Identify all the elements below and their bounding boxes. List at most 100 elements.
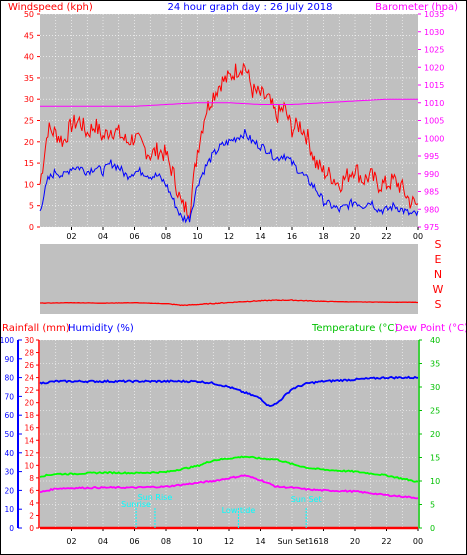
humidity-tick-label: 24: [24, 374, 34, 383]
x-tick-label: 04: [98, 537, 108, 546]
barometer-tick-label: 1005: [424, 117, 444, 126]
humidity-tick-label: 18: [24, 411, 34, 420]
windspeed-tick-label: 35: [24, 74, 34, 83]
compass-label: S: [435, 298, 442, 311]
humidity-tick-label: 12: [24, 449, 34, 458]
x-tick-label: 16: [287, 232, 297, 241]
rainfall-tick-label: 80: [4, 374, 14, 383]
rainfall-tick-label: 90: [4, 355, 14, 364]
humidity-tick-label: 2: [29, 511, 34, 520]
series-line-temperature: [39, 455, 419, 483]
rainfall-axis-label: Rainfall (mm): [2, 323, 70, 334]
windspeed-y-ticks: 0 5 10 15 20 25 30 35 40 45 50: [24, 10, 40, 232]
barometer-tick-label: 1035: [424, 10, 444, 19]
barometer-tick-label: 985: [424, 188, 439, 197]
rainfall-y-ticks: 0 10 20 30 40 50 60 70 80 90 100: [0, 336, 22, 533]
humidity-tick-label: 26: [24, 361, 34, 370]
barometer-y-ticks: 975 980 985 990 995 1000 1005 1010 1015 1020 1025 1…: [418, 10, 444, 232]
event-marker-label: Sun Rise: [138, 493, 173, 502]
barometer-tick-label: 980: [424, 205, 439, 214]
dewpoint-axis-label: Dew Point (°C): [395, 323, 467, 334]
x-tick-label: 08: [161, 537, 171, 546]
barometer-axis-label: Barometer (hpa): [375, 2, 458, 13]
rainfall-tick-label: 10: [4, 505, 14, 514]
barometer-tick-label: 995: [424, 152, 439, 161]
compass-label: N: [434, 268, 442, 281]
barometer-tick-label: 1000: [424, 134, 444, 143]
compass-label: S: [435, 238, 442, 251]
windspeed-tick-label: 50: [24, 10, 34, 19]
rainfall-tick-label: 40: [4, 449, 14, 458]
x-tick-label: 10: [192, 232, 202, 241]
humidity-tick-label: 8: [29, 474, 34, 483]
x-tick-label: 12: [224, 232, 234, 241]
windspeed-tick-label: 40: [24, 53, 34, 62]
temperature-tick-label: 0: [430, 524, 435, 533]
event-marker-label: Sun Set: [291, 495, 322, 504]
series-line-wind-direction: [40, 299, 418, 307]
humidity-tick-label: 16: [24, 424, 34, 433]
rainfall-tick-label: 60: [4, 411, 14, 420]
barometer-tick-label: 1030: [424, 28, 444, 37]
humidity-tick-label: 6: [29, 486, 34, 495]
x-tick-label: 00: [413, 537, 423, 546]
humidity-tick-label: 20: [24, 399, 34, 408]
series-line-wind-gust: [39, 129, 419, 224]
x-tick-label: 10: [192, 537, 202, 546]
rainfall-tick-label: 30: [4, 468, 14, 477]
rainfall-tick-label: 50: [4, 430, 14, 439]
series-line-humidity: [39, 375, 419, 408]
barometer-tick-label: 990: [424, 170, 439, 179]
x-tick-label: 20: [350, 232, 360, 241]
series-line-dew-point: [39, 474, 419, 500]
temperature-axis-label: Temperature (°C): [311, 323, 398, 334]
x-tick-label: 20: [350, 537, 360, 546]
rainfall-tick-label: 0: [9, 524, 14, 533]
x-tick-label: 06: [129, 232, 139, 241]
x-tick-label: 00: [413, 232, 423, 241]
windspeed-tick-label: 30: [24, 95, 34, 104]
series-line-barometer: [40, 98, 418, 107]
barometer-tick-label: 1015: [424, 81, 444, 90]
humidity-axis-label: Humidity (%): [68, 323, 134, 334]
rainfall-tick-label: 100: [0, 336, 14, 345]
chart-title: 24 hour graph day : 26 July 2018: [167, 2, 332, 13]
windspeed-tick-label: 45: [24, 31, 34, 40]
compass-label: W: [433, 283, 444, 296]
barometer-tick-label: 1020: [424, 63, 444, 72]
compass-label: E: [435, 253, 442, 266]
humidity-tick-label: 0: [29, 524, 34, 533]
x-tick-label: Sun Set16: [277, 537, 318, 546]
x-tick-label: 14: [255, 537, 265, 546]
x-tick-label: 12: [224, 537, 234, 546]
wind-series: [39, 62, 419, 224]
barometer-tick-label: 1010: [424, 99, 444, 108]
windspeed-tick-label: 20: [24, 138, 34, 147]
x-tick-label: 02: [66, 537, 76, 546]
x-tick-label: 02: [66, 232, 76, 241]
temperature-tick-label: 20: [430, 430, 440, 439]
windspeed-tick-label: 15: [24, 159, 34, 168]
temperature-tick-label: 5: [430, 501, 435, 510]
barometer-tick-label: 975: [424, 223, 439, 232]
rainfall-tick-label: 70: [4, 392, 14, 401]
x-tick-label: 18: [318, 232, 328, 241]
temperature-tick-label: 25: [430, 407, 440, 416]
temperature-tick-label: 10: [430, 477, 440, 486]
event-marker-label: Sunrise: [121, 500, 151, 509]
windspeed-axis-label: Windspeed (kph): [8, 2, 93, 13]
temperature-y-ticks: 0 5 10 15 20 25 30 35 40: [418, 336, 440, 533]
windspeed-tick-label: 10: [24, 180, 34, 189]
x-tick-label: 04: [98, 232, 108, 241]
direction-series: [40, 299, 418, 307]
humidity-tick-label: 22: [24, 386, 34, 395]
temperature-tick-label: 40: [430, 336, 440, 345]
temperature-tick-label: 30: [430, 383, 440, 392]
